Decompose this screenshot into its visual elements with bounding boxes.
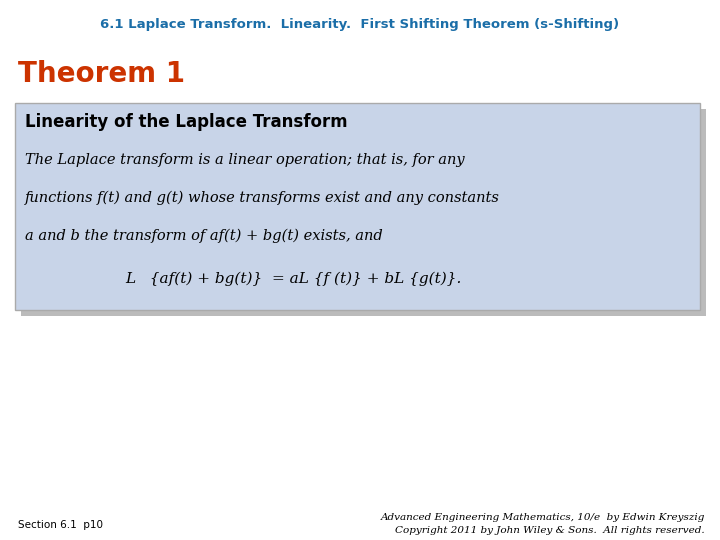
Text: Section 6.1  p10: Section 6.1 p10: [18, 520, 103, 530]
Text: L   {af(t) + bg(t)}  = aL {f (t)} + bL {g(t)}.: L {af(t) + bg(t)} = aL {f (t)} + bL {g(t…: [125, 272, 462, 286]
Text: a and b the transform of af(t) + bg(t) exists, and: a and b the transform of af(t) + bg(t) e…: [25, 229, 383, 244]
FancyBboxPatch shape: [21, 109, 706, 316]
Text: functions f(t) and g(t) whose transforms exist and any constants: functions f(t) and g(t) whose transforms…: [25, 191, 500, 205]
Text: Theorem 1: Theorem 1: [18, 60, 185, 88]
Text: Advanced Engineering Mathematics, 10/e  by Edwin Kreyszig: Advanced Engineering Mathematics, 10/e b…: [381, 513, 705, 522]
Text: Linearity of the Laplace Transform: Linearity of the Laplace Transform: [25, 113, 348, 131]
Text: The Laplace transform is a linear operation; that is, for any: The Laplace transform is a linear operat…: [25, 153, 464, 167]
FancyBboxPatch shape: [15, 103, 700, 310]
Text: 6.1 Laplace Transform.  Linearity.  First Shifting Theorem (s-Shifting): 6.1 Laplace Transform. Linearity. First …: [100, 18, 620, 31]
Text: Copyright 2011 by John Wiley & Sons.  All rights reserved.: Copyright 2011 by John Wiley & Sons. All…: [395, 526, 705, 535]
